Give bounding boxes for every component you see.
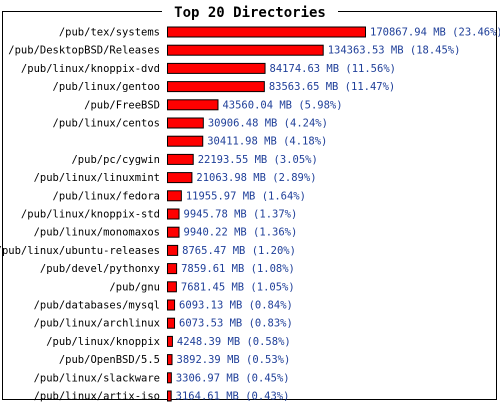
category-label: /pub/linux/artix-iso xyxy=(34,391,160,403)
value-label: 3164.61 MB (0.43%) xyxy=(176,391,290,403)
value-label: 134363.53 MB (18.45%) xyxy=(328,45,461,57)
bar xyxy=(167,354,173,366)
bar xyxy=(167,62,266,74)
category-label: /pub/linux/knoppix-std xyxy=(21,209,160,221)
value-label: 170867.94 MB (23.46%) xyxy=(370,27,500,39)
value-label: 6093.13 MB (0.84%) xyxy=(179,300,293,312)
value-label: 43560.04 MB (5.98%) xyxy=(222,99,342,111)
bar xyxy=(167,190,182,202)
bar xyxy=(167,135,204,147)
category-label: /pub/linux/archlinux xyxy=(34,318,160,330)
value-label: 22193.55 MB (3.05%) xyxy=(198,154,318,166)
bar xyxy=(167,153,194,165)
category-label: /pub/linux/knoppix xyxy=(46,336,160,348)
category-label: /pub/devel/pythonxy xyxy=(40,263,160,275)
bar xyxy=(167,172,193,184)
bar xyxy=(167,335,173,347)
bar xyxy=(167,244,179,256)
bar xyxy=(167,26,366,38)
category-label: /pub/OpenBSD/5.5 xyxy=(59,354,160,366)
category-label: /pub/linux/monomaxos xyxy=(34,227,160,239)
value-label: 21063.98 MB (2.89%) xyxy=(196,172,316,184)
value-label: 8765.47 MB (1.20%) xyxy=(182,245,296,257)
category-label: /pub/tex/systems xyxy=(59,27,160,39)
bar xyxy=(167,99,219,111)
value-label: 4248.39 MB (0.58%) xyxy=(177,336,291,348)
category-label: /pub/gnu xyxy=(109,281,160,293)
chart-title: Top 20 Directories xyxy=(174,5,326,21)
bar xyxy=(167,208,180,220)
bar xyxy=(167,44,324,56)
value-label: 30411.98 MB (4.18%) xyxy=(207,136,327,148)
chart-title-background xyxy=(162,3,338,21)
bar xyxy=(167,117,204,129)
value-label: 83563.65 MB (11.47%) xyxy=(269,81,395,93)
category-label: /pub/linux/ubuntu-releases xyxy=(0,245,160,257)
category-label: /pub/linux/slackware xyxy=(34,372,160,384)
bar xyxy=(167,299,176,311)
bar xyxy=(167,281,177,293)
value-label: 7681.45 MB (1.05%) xyxy=(181,281,295,293)
category-label: /pub/FreeBSD xyxy=(84,99,160,111)
category-label: /pub/linux/knoppix-dvd xyxy=(21,63,160,75)
bar xyxy=(167,226,180,238)
category-label: /pub/DesktopBSD/Releases xyxy=(8,45,160,57)
bar xyxy=(167,317,176,329)
bar xyxy=(167,372,172,384)
value-label: 3306.97 MB (0.45%) xyxy=(176,372,290,384)
bar-rows: /pub/tex/systems 170867.94 MB (23.46%) /pu… xyxy=(0,26,500,403)
value-label: 84174.63 MB (11.56%) xyxy=(270,63,396,75)
category-label: /pub/linux/linuxmint xyxy=(34,172,160,184)
category-label: /pub/linux/fedora xyxy=(53,190,160,202)
category-label: /pub/linux/centos xyxy=(53,118,160,130)
value-label: 7859.61 MB (1.08%) xyxy=(181,263,295,275)
value-label: 30906.48 MB (4.24%) xyxy=(208,118,328,130)
bar xyxy=(167,81,265,93)
bar xyxy=(167,263,178,275)
bar xyxy=(167,390,172,402)
category-label: /pub/databases/mysql xyxy=(34,300,160,312)
value-label: 11955.97 MB (1.64%) xyxy=(186,190,306,202)
value-label: 9945.78 MB (1.37%) xyxy=(184,209,298,221)
value-label: 6073.53 MB (0.83%) xyxy=(179,318,293,330)
value-label: 9940.22 MB (1.36%) xyxy=(184,227,298,239)
category-label: /pub/linux/gentoo xyxy=(53,81,160,93)
category-label: /pub/pc/cygwin xyxy=(71,154,160,166)
value-label: 3892.39 MB (0.53%) xyxy=(177,354,291,366)
